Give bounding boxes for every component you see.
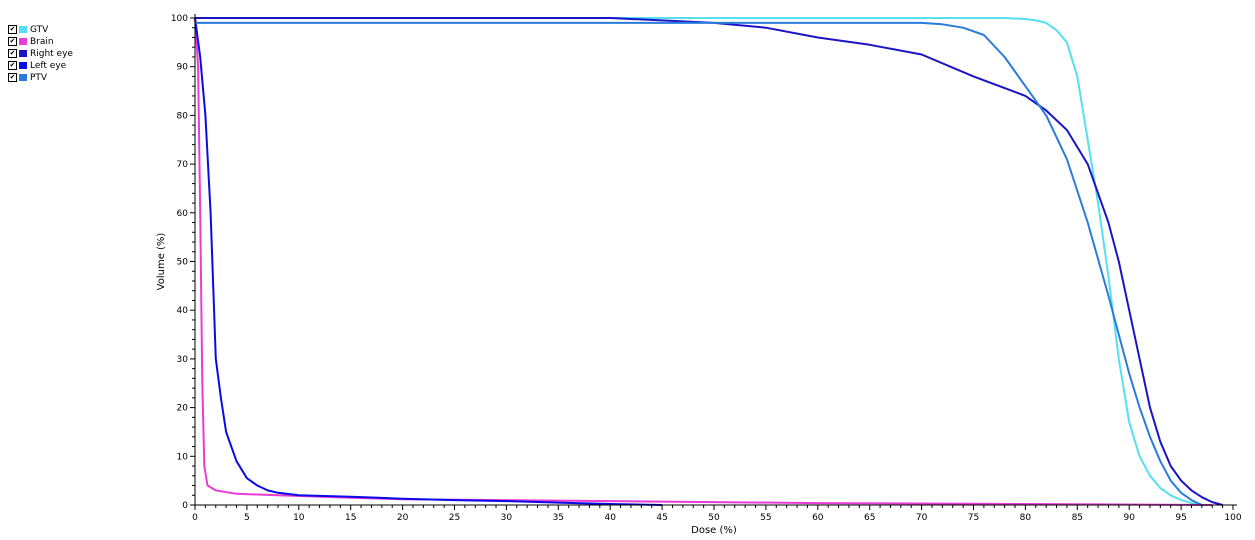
y-tick-label: 40 bbox=[177, 306, 189, 316]
legend-item-left-eye[interactable]: ✔ Left eye bbox=[8, 60, 73, 71]
y-tick-label: 70 bbox=[177, 160, 189, 170]
x-tick-label: 80 bbox=[1020, 513, 1032, 523]
y-tick-label: 0 bbox=[182, 501, 188, 511]
legend-swatch bbox=[19, 38, 27, 45]
x-tick-label: 30 bbox=[501, 513, 513, 523]
series-line-ptv bbox=[195, 21, 1203, 506]
legend-item-gtv[interactable]: ✔ GTV bbox=[8, 24, 73, 35]
x-tick-label: 40 bbox=[604, 513, 616, 523]
legend-swatch bbox=[19, 26, 27, 33]
x-tick-label: 5 bbox=[244, 513, 250, 523]
x-tick-label: 35 bbox=[553, 513, 564, 523]
x-tick-label: 45 bbox=[656, 513, 667, 523]
x-tick-label: 85 bbox=[1072, 513, 1083, 523]
x-tick-label: 55 bbox=[760, 513, 771, 523]
legend-label: PTV bbox=[30, 72, 48, 83]
legend-label: Brain bbox=[30, 36, 54, 47]
legend-item-ptv[interactable]: ✔ PTV bbox=[8, 72, 73, 83]
x-tick-label: 0 bbox=[192, 513, 198, 523]
y-tick-label: 30 bbox=[177, 355, 189, 365]
legend-checkbox[interactable]: ✔ bbox=[8, 73, 17, 82]
legend-swatch bbox=[19, 62, 27, 69]
x-tick-label: 95 bbox=[1175, 513, 1186, 523]
legend-checkbox[interactable]: ✔ bbox=[8, 25, 17, 34]
y-tick-label: 90 bbox=[177, 63, 189, 73]
legend-item-brain[interactable]: ✔ Brain bbox=[8, 36, 73, 47]
y-tick-label: 20 bbox=[177, 404, 189, 414]
y-tick-label: 60 bbox=[177, 209, 189, 219]
legend-item-right-eye[interactable]: ✔ Right eye bbox=[8, 48, 73, 59]
y-tick-label: 50 bbox=[177, 258, 189, 268]
x-tick-label: 15 bbox=[345, 513, 356, 523]
x-axis-label: Dose (%) bbox=[691, 525, 737, 536]
legend-label: GTV bbox=[30, 24, 49, 35]
legend-checkbox[interactable]: ✔ bbox=[8, 61, 17, 70]
x-tick-label: 25 bbox=[449, 513, 460, 523]
y-tick-label: 80 bbox=[177, 111, 189, 121]
legend-checkbox[interactable]: ✔ bbox=[8, 37, 17, 46]
x-ticks: 0 5 10 15 20 25 30 35 40 45 50 55 60 65 70 75 80 85 90 95 10… bbox=[192, 505, 1242, 523]
series-line-brain bbox=[194, 17, 1213, 506]
y-axis-label: Volume (%) bbox=[156, 233, 167, 291]
series-line-right-eye bbox=[195, 17, 1223, 506]
x-tick-label: 100 bbox=[1224, 513, 1241, 523]
legend-swatch bbox=[19, 50, 27, 57]
x-tick-label: 50 bbox=[708, 513, 720, 523]
y-tick-label: 100 bbox=[171, 14, 188, 24]
legend-checkbox[interactable]: ✔ bbox=[8, 49, 17, 58]
x-tick-label: 20 bbox=[397, 513, 409, 523]
legend-label: Right eye bbox=[30, 48, 73, 59]
series-line-gtv bbox=[195, 17, 1203, 506]
legend-label: Left eye bbox=[30, 60, 67, 71]
series-lines bbox=[194, 17, 1223, 506]
x-tick-label: 70 bbox=[916, 513, 928, 523]
y-tick-label: 10 bbox=[177, 452, 189, 462]
x-tick-label: 60 bbox=[812, 513, 824, 523]
x-tick-label: 10 bbox=[293, 513, 305, 523]
chart-legend: ✔ GTV ✔ Brain ✔ Right eye ✔ Left eye ✔ PTV bbox=[8, 24, 73, 84]
x-tick-label: 65 bbox=[864, 513, 875, 523]
y-ticks: 0 10 20 30 40 50 60 70 80 90 100 bbox=[171, 14, 195, 511]
series-line-left-eye bbox=[194, 17, 663, 506]
x-tick-label: 75 bbox=[968, 513, 979, 523]
x-tick-label: 90 bbox=[1123, 513, 1135, 523]
chart-axes bbox=[194, 14, 1237, 506]
legend-swatch bbox=[19, 74, 27, 81]
